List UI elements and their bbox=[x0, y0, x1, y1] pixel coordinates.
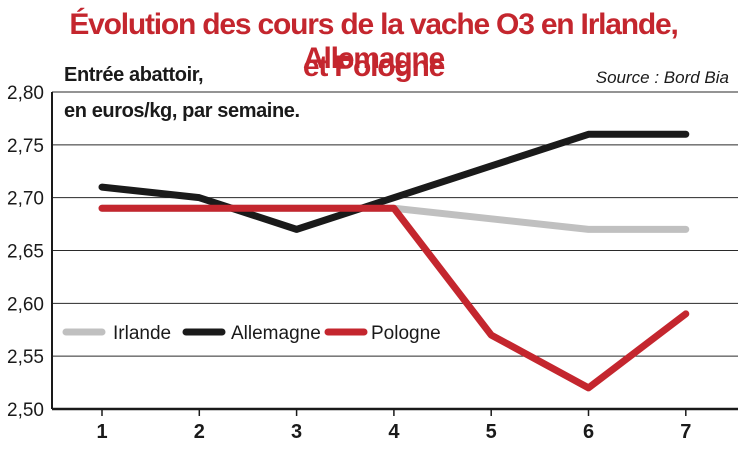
y-tick-label: 2,80 bbox=[7, 83, 44, 104]
legend-label-irlande: Irlande bbox=[113, 323, 171, 344]
axes bbox=[51, 92, 738, 411]
x-tick-label: 6 bbox=[583, 421, 594, 443]
y-tick-label: 2,75 bbox=[7, 136, 44, 157]
chart-source: Source : Bord Bia bbox=[595, 68, 729, 87]
x-tick-label: 3 bbox=[291, 421, 302, 443]
legend-label-allemagne: Allemagne bbox=[231, 323, 321, 344]
legend-label-pologne: Pologne bbox=[371, 323, 441, 344]
y-tick-label: 2,55 bbox=[7, 347, 44, 368]
x-tick-label: 4 bbox=[388, 421, 400, 443]
chart-subtitle-line-1: Entrée abattoir, bbox=[64, 64, 204, 86]
x-tick-labels: 1 2 3 4 5 6 7 bbox=[96, 421, 691, 443]
y-tick-label: 2,65 bbox=[7, 242, 44, 263]
chart-title-line-2: et Pologne bbox=[302, 50, 446, 83]
chart-title-line-1: Évolution des cours de la vache O3 en Ir… bbox=[69, 8, 679, 75]
series-line-pologne bbox=[98, 204, 690, 392]
y-tick-label: 2,60 bbox=[7, 294, 44, 315]
grid bbox=[52, 91, 738, 416]
x-tick-label: 2 bbox=[194, 421, 205, 443]
y-tick-label: 2,50 bbox=[7, 400, 44, 421]
chart-subtitle-line-2: en euros/kg, par semaine. bbox=[64, 100, 300, 122]
legend: Irlande Allemagne Pologne bbox=[62, 323, 441, 344]
x-tick-label: 7 bbox=[680, 421, 691, 443]
series-lines bbox=[98, 130, 690, 392]
y-tick-labels: 2,50 2,55 2,60 2,65 2,70 2,75 2,80 bbox=[7, 83, 44, 421]
y-tick-label: 2,70 bbox=[7, 189, 44, 210]
x-tick-label: 1 bbox=[96, 421, 107, 443]
series-line-allemagne bbox=[98, 130, 690, 233]
x-tick-label: 5 bbox=[486, 421, 497, 443]
